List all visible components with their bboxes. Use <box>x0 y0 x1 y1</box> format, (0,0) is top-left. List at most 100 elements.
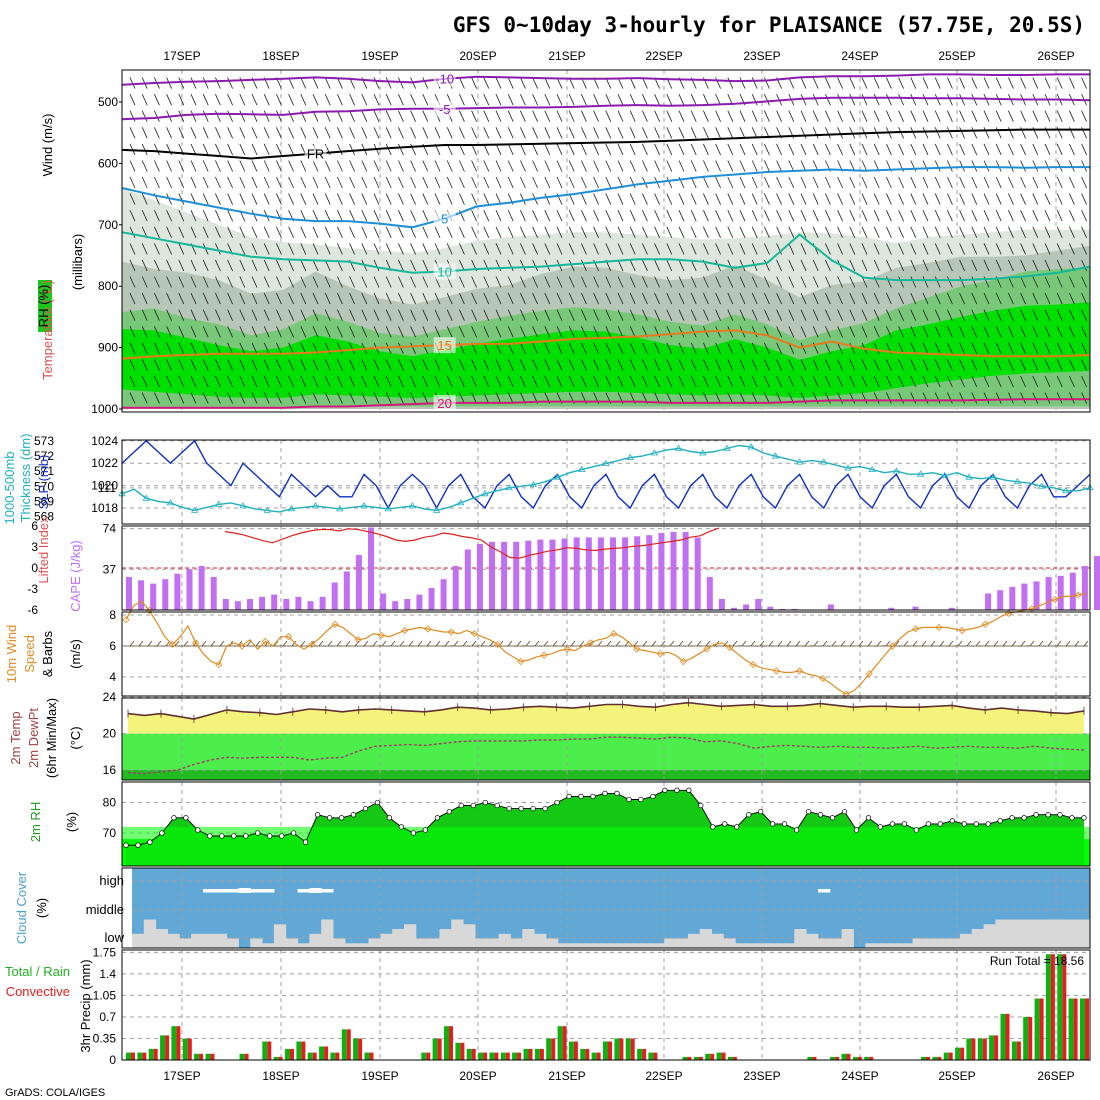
wind-barb <box>276 292 282 305</box>
wind-barb <box>886 193 892 205</box>
wind-barb <box>410 259 416 272</box>
wind-barb <box>579 640 585 647</box>
high-cloud-bar <box>214 889 228 893</box>
wind-barb <box>1069 226 1075 238</box>
wind-barb <box>922 359 929 371</box>
wind-barb <box>190 259 197 272</box>
wind-barb <box>1056 359 1063 371</box>
rh-point <box>530 805 536 812</box>
wind-barb <box>239 359 246 371</box>
wind-barb <box>385 359 392 371</box>
wind-barb <box>788 160 795 172</box>
rh-point <box>171 815 177 821</box>
wind-barb <box>605 375 612 388</box>
wind-barb <box>1032 259 1039 272</box>
wind-barb <box>678 94 685 106</box>
wind-barb <box>703 243 709 255</box>
wind-barb <box>178 276 185 288</box>
wind-barb <box>1020 77 1026 89</box>
wind-barb <box>934 342 941 354</box>
wind-barb <box>751 143 758 156</box>
wind-barb <box>215 259 221 272</box>
wind-barb <box>703 193 709 205</box>
wind-barb <box>873 309 880 321</box>
wind-barb <box>288 292 294 305</box>
wind-barb <box>239 160 246 172</box>
wind-speed-marker <box>354 636 362 644</box>
low-cloud-bar <box>912 938 925 948</box>
cape-bar <box>186 569 193 610</box>
wind-barb <box>910 292 917 305</box>
series-marker <box>723 444 731 451</box>
wind-barb <box>381 640 387 647</box>
date-label-bottom: 24SEP <box>841 1069 878 1083</box>
rh-point <box>374 799 381 806</box>
wind-barb <box>703 143 709 156</box>
wind-barb <box>690 309 697 321</box>
wind-barb <box>739 392 746 404</box>
wind-barb <box>825 359 831 371</box>
wind-barb <box>894 640 900 647</box>
wind-barb <box>434 326 441 338</box>
wind-barb <box>288 110 294 122</box>
wind-barb <box>690 193 697 205</box>
wind-barb <box>983 160 990 172</box>
wind-barb <box>398 309 404 321</box>
low-cloud-bar <box>439 929 452 948</box>
wind-barb <box>288 94 294 106</box>
precip-tick-label: 0.7 <box>99 1010 116 1024</box>
series-marker <box>457 499 465 506</box>
wind-speed-marker <box>888 642 897 650</box>
rh-point <box>793 827 800 833</box>
wind-barb <box>776 375 782 388</box>
wind-tick-label: 4 <box>109 670 116 684</box>
wind-barb <box>593 210 599 222</box>
wind-barb <box>532 94 538 106</box>
wind-barb <box>246 640 252 647</box>
wind-barb <box>291 640 297 647</box>
wind-speed-marker <box>633 645 641 653</box>
precip-total-bar <box>955 1047 961 1060</box>
wind-barb <box>227 342 233 354</box>
wind-barb <box>971 326 978 338</box>
wind-barb <box>263 276 270 288</box>
wind-barb <box>788 326 795 338</box>
wind-barb <box>141 309 148 321</box>
wind-barb <box>825 392 831 404</box>
wind-barb <box>1032 243 1039 255</box>
low-cloud-bar <box>900 943 914 949</box>
wind-barb <box>739 176 746 189</box>
wind-barb <box>166 226 172 238</box>
wind-barb <box>520 127 526 139</box>
wind-barb <box>141 176 148 189</box>
wind-barb <box>959 143 965 156</box>
wind-barb <box>800 193 807 205</box>
wind-barb <box>192 640 198 647</box>
wind-barb <box>532 326 538 338</box>
cape-bar <box>718 599 725 610</box>
wind-barb <box>471 226 477 238</box>
wind-barb <box>349 375 355 388</box>
wind-barb <box>373 94 380 106</box>
wind-barb <box>459 94 465 106</box>
series-marker <box>868 465 876 473</box>
wind-barb <box>1056 309 1063 321</box>
wind-barb <box>520 243 526 255</box>
wind-barb <box>1056 160 1063 172</box>
wind-barb <box>678 243 685 255</box>
wind-barb <box>1044 276 1051 288</box>
temperature-contour-label: 5 <box>441 212 448 227</box>
wind-barb <box>1056 375 1063 388</box>
wind-barb <box>251 94 258 106</box>
wind-barb <box>617 292 624 305</box>
wind-barb <box>459 359 465 371</box>
high-cloud-bar <box>297 889 310 893</box>
wind-barb <box>190 309 197 321</box>
rh-point <box>207 833 213 839</box>
wind-barb <box>971 276 978 288</box>
precip-convective-bar <box>369 1052 374 1060</box>
rh-point <box>769 821 776 827</box>
wind-barb <box>739 259 746 272</box>
wind-barb <box>971 94 978 106</box>
wind-barb <box>966 640 972 647</box>
